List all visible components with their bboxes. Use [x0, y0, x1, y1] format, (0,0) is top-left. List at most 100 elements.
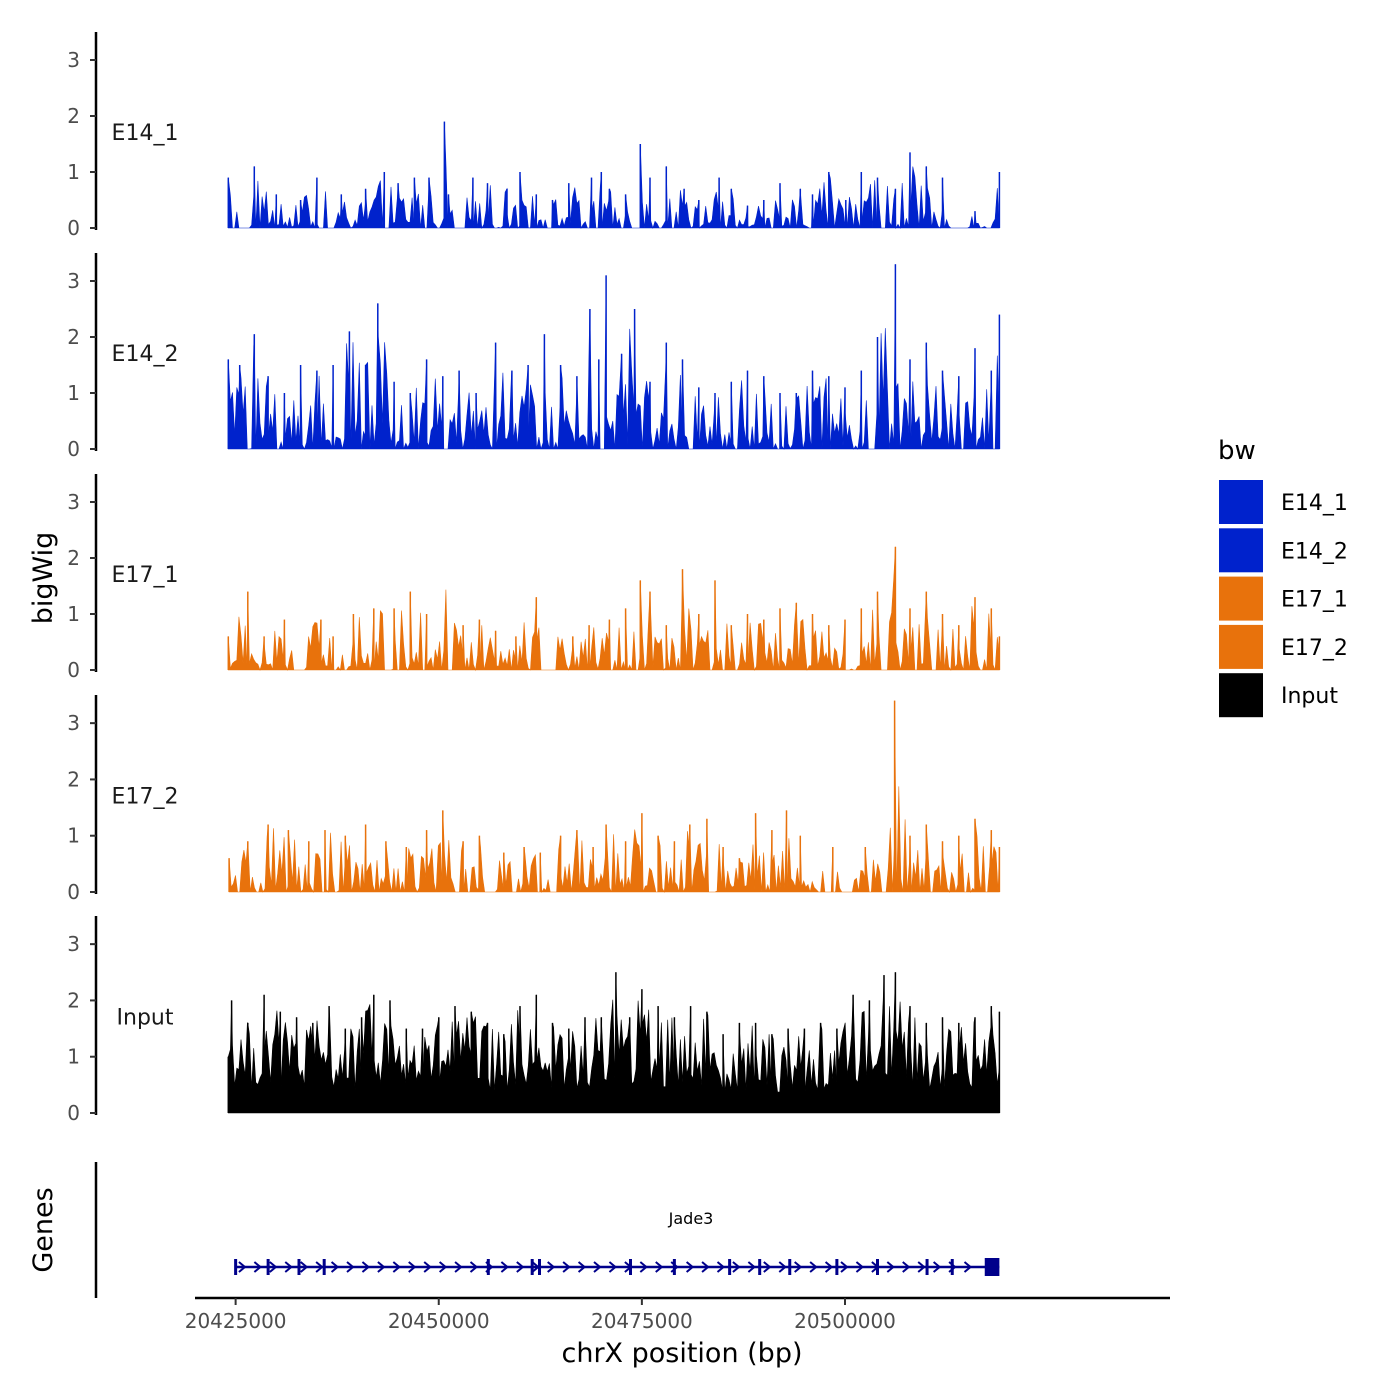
strand-arrow — [253, 1261, 262, 1273]
strand-arrow — [361, 1261, 371, 1273]
y-tick-label: 1 — [67, 1045, 80, 1069]
legend-label-E14_1: E14_1 — [1281, 491, 1348, 516]
strand-arrow — [577, 1261, 587, 1273]
y-tick-label: 0 — [67, 437, 80, 461]
x-tick-label: 20450000 — [388, 1309, 490, 1333]
y-tick-label: 2 — [67, 546, 80, 570]
track-E14_1: 0 1 2 3 E14_1 — [67, 32, 1001, 240]
signal-area-E14_2 — [228, 264, 1000, 450]
gene-exon — [950, 1259, 954, 1275]
strand-arrow — [469, 1261, 479, 1273]
strand-arrow — [238, 1261, 247, 1273]
y-tick-label: 0 — [67, 216, 80, 240]
strand-arrow — [886, 1261, 895, 1273]
strand-arrow — [330, 1261, 340, 1273]
strand-arrow — [516, 1261, 525, 1273]
gene-name-label: Jade3 — [668, 1209, 714, 1228]
gene-exon-utr — [984, 1258, 1000, 1276]
strand-arrow — [932, 1261, 942, 1273]
legend: bw E14_1 E14_2 E17_1 E17_2 Input — [1218, 436, 1348, 718]
legend-title: bw — [1218, 436, 1256, 466]
genes-panel: Genes Jade3 — [28, 1162, 1000, 1298]
strand-arrow — [732, 1261, 741, 1273]
strand-arrow — [593, 1261, 602, 1273]
x-tick-label: 20475000 — [591, 1309, 693, 1333]
strand-arrow — [562, 1261, 571, 1273]
legend-label-Input: Input — [1281, 684, 1338, 709]
gene-exon — [538, 1259, 541, 1275]
x-tick-label: 20500000 — [794, 1309, 896, 1333]
signal-area-E17_2 — [228, 700, 1000, 894]
strand-arrow — [824, 1261, 834, 1273]
gene-model — [234, 1258, 1000, 1276]
genes-axis-title: Genes — [28, 1187, 59, 1272]
strand-arrow — [778, 1261, 787, 1273]
y-tick-label: 3 — [67, 932, 80, 956]
legend-label-E17_2: E17_2 — [1281, 636, 1348, 661]
gene-exon — [788, 1259, 792, 1275]
gene-exon — [672, 1259, 676, 1275]
gene-exon — [876, 1259, 879, 1275]
legend-items: E14_1 E14_2 E17_1 E17_2 Input — [1219, 480, 1348, 718]
strand-arrow — [438, 1261, 448, 1273]
gene-exon — [925, 1259, 929, 1275]
track-label: E14_2 — [112, 342, 179, 367]
y-tick-label: 3 — [67, 48, 80, 72]
y-tick-label: 2 — [67, 325, 80, 349]
gene-exon — [266, 1259, 270, 1275]
y-tick-label: 2 — [67, 104, 80, 128]
strand-arrow — [608, 1261, 618, 1273]
legend-swatch-E17_1 — [1219, 576, 1263, 621]
x-tick-label: 20425000 — [185, 1309, 287, 1333]
gene-exon — [758, 1259, 762, 1275]
track-E17_2: 0 1 2 3 E17_2 — [67, 695, 1001, 904]
strand-arrow — [963, 1261, 973, 1273]
strand-arrow — [423, 1261, 432, 1273]
x-axis-ticks: 20425000 20450000 20475000 20500000 — [185, 1298, 896, 1333]
legend-label-E14_2: E14_2 — [1281, 539, 1348, 564]
strand-arrow — [840, 1261, 849, 1273]
track-E14_2: 0 1 2 3 E14_2 — [67, 253, 1001, 461]
strand-arrow — [902, 1261, 911, 1273]
strand-arrow — [639, 1261, 648, 1273]
y-tick-label: 2 — [67, 988, 80, 1012]
strand-arrow — [500, 1261, 509, 1273]
strand-arrow — [655, 1261, 664, 1273]
track-Input: 0 1 2 3 Input — [67, 916, 1001, 1125]
track-label: E17_1 — [112, 563, 179, 588]
y-tick-label: 1 — [67, 381, 80, 405]
gene-exon — [835, 1259, 839, 1275]
strand-arrow — [809, 1261, 818, 1273]
strand-arrow — [346, 1261, 355, 1273]
gene-exon — [728, 1259, 732, 1275]
x-axis: 20425000 20450000 20475000 20500000 chrX po… — [185, 1296, 1170, 1369]
strand-arrow — [408, 1261, 417, 1273]
y-tick-label: 3 — [67, 490, 80, 514]
strand-arrow — [794, 1261, 803, 1273]
strand-arrow — [392, 1261, 401, 1273]
strand-arrow — [377, 1261, 386, 1273]
y-axis-title: bigWig — [28, 532, 59, 625]
y-tick-label: 3 — [67, 711, 80, 735]
gene-exon — [530, 1259, 534, 1275]
gene-exon — [322, 1259, 326, 1275]
gene-exon — [629, 1259, 632, 1275]
strand-arrow — [300, 1261, 309, 1273]
track-label: E17_2 — [112, 785, 179, 810]
gene-exon — [486, 1259, 490, 1275]
gene-exon — [297, 1259, 301, 1275]
y-tick-label: 0 — [67, 1101, 80, 1125]
strand-arrow — [454, 1261, 463, 1273]
track-label: Input — [117, 1006, 174, 1031]
strand-arrow — [716, 1261, 726, 1273]
signal-area-E17_1 — [228, 546, 1000, 672]
strand-arrow — [315, 1261, 324, 1273]
x-axis-title: chrX position (bp) — [561, 1338, 802, 1369]
y-tick-label: 1 — [67, 824, 80, 848]
track-label: E14_1 — [112, 121, 179, 146]
strand-arrow — [547, 1261, 556, 1273]
legend-swatch-E17_2 — [1219, 624, 1263, 669]
y-tick-label: 3 — [67, 269, 80, 293]
strand-arrow — [701, 1261, 710, 1273]
